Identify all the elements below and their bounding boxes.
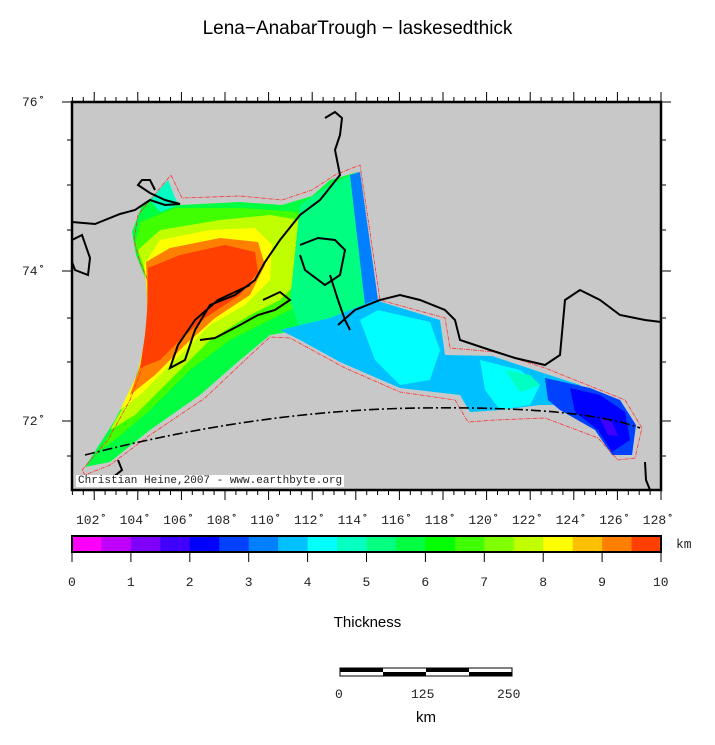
thickness-zone-aqua	[505, 370, 540, 392]
colorbar-swatch	[631, 536, 662, 552]
thickness-zone-cyan	[360, 310, 440, 385]
colorbar-swatch	[160, 536, 191, 552]
colorbar-tick-label: 1	[126, 575, 135, 590]
scalebar-unit: km	[416, 709, 436, 726]
lon-label: 116˚	[381, 513, 413, 528]
thickness-zone-deepblue	[570, 388, 630, 452]
lon-label: 122˚	[512, 513, 544, 528]
lon-label: 112˚	[294, 513, 326, 528]
colorbar-tick-label: 3	[244, 575, 253, 590]
coastline-west-2	[71, 233, 92, 277]
frame-ticks	[62, 92, 671, 500]
scalebar-label: 0	[335, 687, 343, 702]
colorbar-tick-label: 7	[480, 575, 489, 590]
colorbar-swatch	[307, 536, 338, 552]
colorbar-tick-label: 8	[539, 575, 547, 590]
map-title: Lena−AnabarTrough − laskesedthick	[202, 18, 513, 39]
thickness-zone-green-east	[290, 172, 372, 330]
coastline-island	[299, 236, 347, 287]
colorbar-swatch	[454, 536, 485, 552]
colorbar-tick-label: 4	[303, 575, 312, 590]
coastlines	[71, 110, 662, 491]
colorbar-swatch	[513, 536, 544, 552]
lon-label: 118˚	[424, 513, 457, 528]
coastline-bay	[199, 290, 292, 341]
colorbar-swatch	[395, 536, 426, 552]
colorbar-swatch	[484, 536, 515, 552]
colorbar-unit: km	[676, 537, 692, 552]
lat-label: 72˚	[22, 414, 46, 429]
thickness-zone-blue-strip	[350, 172, 378, 305]
lon-label: 128˚	[642, 513, 675, 528]
lon-label: 124˚	[555, 513, 587, 528]
colorbar-swatch	[248, 536, 279, 552]
scalebar-label: 250	[497, 687, 521, 702]
lon-label: 108˚	[206, 513, 239, 528]
colorbar-swatch	[72, 536, 102, 552]
colorbar-swatch	[366, 536, 397, 552]
colorbar-swatch	[219, 536, 250, 552]
thickness-zone-violet	[600, 418, 618, 436]
colorbar-swatch	[572, 536, 603, 552]
colorbar	[71, 536, 662, 562]
lat-label: 76˚	[22, 95, 46, 110]
lon-label: 120˚	[468, 513, 500, 528]
coastline-southeast	[644, 461, 651, 491]
lon-label: 126˚	[599, 513, 631, 528]
coastline-laptev	[168, 110, 344, 371]
colorbar-tick-label: 10	[653, 575, 669, 590]
thickness-grid	[85, 172, 636, 467]
colorbar-swatch	[425, 536, 456, 552]
colorbar-label: Thickness	[333, 614, 402, 631]
colorbar-tick-label: 0	[68, 575, 76, 590]
colorbar-tick-label: 5	[362, 575, 371, 590]
colorbar-tick-label: 9	[598, 575, 606, 590]
colorbar-swatch	[130, 536, 161, 552]
coastline-lena-delta	[329, 274, 351, 331]
colorbar-swatch	[101, 536, 132, 552]
coastline-west	[71, 179, 181, 226]
map-credit: Christian Heine,2007 - www.earthbyte.org	[76, 475, 345, 487]
coastline-east	[337, 288, 662, 367]
scalebar	[339, 667, 513, 677]
lon-label: 106˚	[163, 513, 195, 528]
lon-label: 114˚	[337, 513, 369, 528]
colorbar-frame	[71, 535, 662, 553]
lat-label: 74˚	[22, 264, 46, 279]
colorbar-swatch	[337, 536, 367, 552]
arctic-circle-line	[84, 407, 641, 456]
colorbar-swatch	[602, 536, 633, 552]
thickness-zone-cyan-2	[480, 360, 540, 410]
colorbar-swatch	[189, 536, 220, 552]
lon-label: 110˚	[250, 513, 282, 528]
lon-label: 104˚	[119, 513, 151, 528]
lon-label: 102˚	[76, 513, 108, 528]
colorbar-tick-label: 6	[421, 575, 430, 590]
scalebar-label: 125	[411, 687, 435, 702]
colorbar-swatch	[278, 536, 309, 552]
colorbar-tick-label: 2	[185, 575, 194, 590]
colorbar-swatch	[543, 536, 574, 552]
thickness-zone-red	[140, 245, 258, 368]
